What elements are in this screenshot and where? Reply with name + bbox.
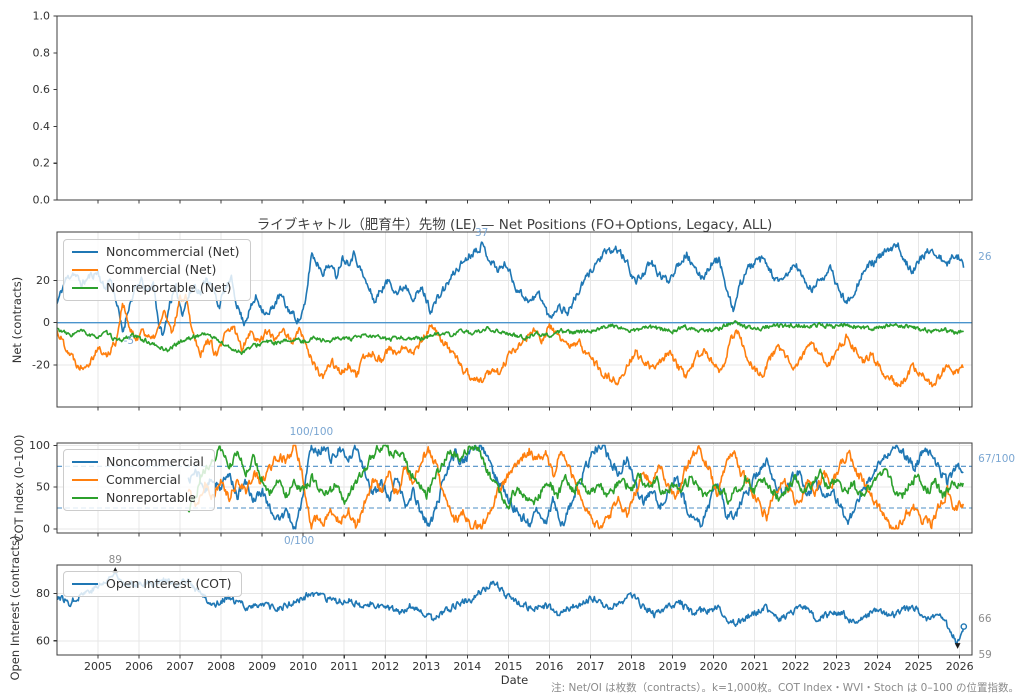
x-tick-label: 2010 [289,660,317,673]
y-tick-label: 80 [36,587,50,600]
legend-label: Noncommercial [106,454,204,469]
legend-item-commercial: Commercial [72,473,204,487]
legend-label: Nonreportable (Net) [106,280,232,295]
legend-label: Commercial [106,472,181,487]
y-tick-label: 0.6 [33,83,51,96]
x-tick-label: 2016 [535,660,563,673]
y-tick-label: 0.2 [33,157,51,170]
x-tick-label: 2023 [823,660,851,673]
subplot-open-interest: 60 80 2005 2006 2007 2008 2009 2010 2011 2012 2013… [36,554,992,673]
y-tick-label: 0.8 [33,46,51,59]
annotation-0-100: 0/100 [284,535,314,547]
last-point-marker [960,623,968,630]
y-tick-label: 100 [29,439,50,452]
annotation-5: -5 [124,335,134,347]
legend-item-open-interest-cot: Open Interest (COT) [72,577,231,591]
x-tick-label: 2013 [412,660,440,673]
x-tick-label: 2005 [84,660,112,673]
legend-label: Commercial (Net) [106,262,217,277]
annotation-26: 26 [978,251,992,263]
y-tick-label: 0.4 [33,120,51,133]
subplot-empty-top-panel: 0.0 0.2 0.4 0.6 0.8 1.0 [33,10,973,207]
max-marker-icon: ▲ [112,565,118,574]
x-tick-label: 2011 [330,660,358,673]
annotation-66: 66 [978,613,992,625]
x-tick-label: 2006 [125,660,153,673]
y-tick-label: 0.0 [33,194,51,207]
x-tick-label: 2017 [576,660,604,673]
annotation-100-100: 100/100 [290,426,334,438]
series-line-nonreportable-net [57,320,964,356]
legend-label: Nonreportable [106,490,196,505]
series-line-open-interest-cot [57,572,965,646]
series-line-commercial [187,444,964,530]
min-marker-icon: ▼ [955,641,961,650]
legend-cot-index: Noncommercial Commercial Nonreportable [63,449,215,511]
x-tick-label: 2024 [864,660,892,673]
legend-label: Open Interest (COT) [106,576,232,591]
line-swatch-icon [72,496,98,500]
legend-net-positions: Noncommercial (Net) Commercial (Net) Nonre… [63,239,251,301]
axes-spines [56,15,973,201]
axes-spines [56,564,973,656]
annotation-89: 89 [109,554,122,566]
x-tick-label: 2008 [207,660,235,673]
x-tick-label: 2025 [905,660,933,673]
y-tick-label: 0 [43,316,50,329]
y-axis-label-cot-index: COT Index (0–100) [12,434,26,542]
x-tick-label: 2019 [658,660,686,673]
legend-item-commercial-net: Commercial (Net) [72,263,240,277]
line-swatch-icon [72,478,98,482]
y-tick-label: 1.0 [33,10,51,23]
y-tick-label: -20 [32,358,50,371]
x-tick-label: 2022 [782,660,810,673]
x-tick-label: 2007 [166,660,194,673]
x-tick-label: 2021 [741,660,769,673]
x-axis-label: Date [500,673,529,687]
legend-item-nonreportable-net: Nonreportable (Net) [72,281,240,295]
x-tick-label: 2009 [248,660,276,673]
x-tick-label: 2015 [494,660,522,673]
x-tick-label: 2012 [371,660,399,673]
line-swatch-icon [72,460,98,464]
line-swatch-icon [72,286,98,290]
legend-open-interest: Open Interest (COT) [63,571,243,597]
axes-spines [56,231,973,408]
y-tick-label: 60 [36,634,50,647]
x-tick-label: 2018 [617,660,645,673]
y-axis-label-open-interest: Open Interest (contracts) [8,535,22,681]
annotation-37: 37 [475,227,488,239]
series-line-nonreportable [187,444,964,513]
y-tick-label: 0 [43,522,50,535]
y-axis-label-net: Net (contracts) [10,276,24,364]
legend-item-noncommercial: Noncommercial [72,455,204,469]
annotation-59: 59 [978,649,991,661]
y-tick-label: 50 [36,481,50,494]
series-line-commercial-net [57,293,964,388]
x-tick-label: 2020 [700,660,728,673]
line-swatch-icon [72,582,98,586]
legend-item-noncommercial-net: Noncommercial (Net) [72,245,240,259]
line-swatch-icon [72,268,98,272]
chart-title: ライブキャトル（肥育牛）先物 (LE) — Net Positions (FO+… [256,217,773,233]
footnote: 注: Net/OI は枚数（contracts）。k=1,000枚。COT In… [551,682,1019,694]
y-tick-label: 20 [36,274,50,287]
legend-item-nonreportable: Nonreportable [72,491,204,505]
annotation-67-100: 67/100 [978,453,1015,465]
axes-spines [56,442,973,534]
line-swatch-icon [72,250,98,254]
x-tick-label: 2026 [946,660,974,673]
legend-label: Noncommercial (Net) [106,244,240,259]
x-tick-label: 2014 [453,660,481,673]
